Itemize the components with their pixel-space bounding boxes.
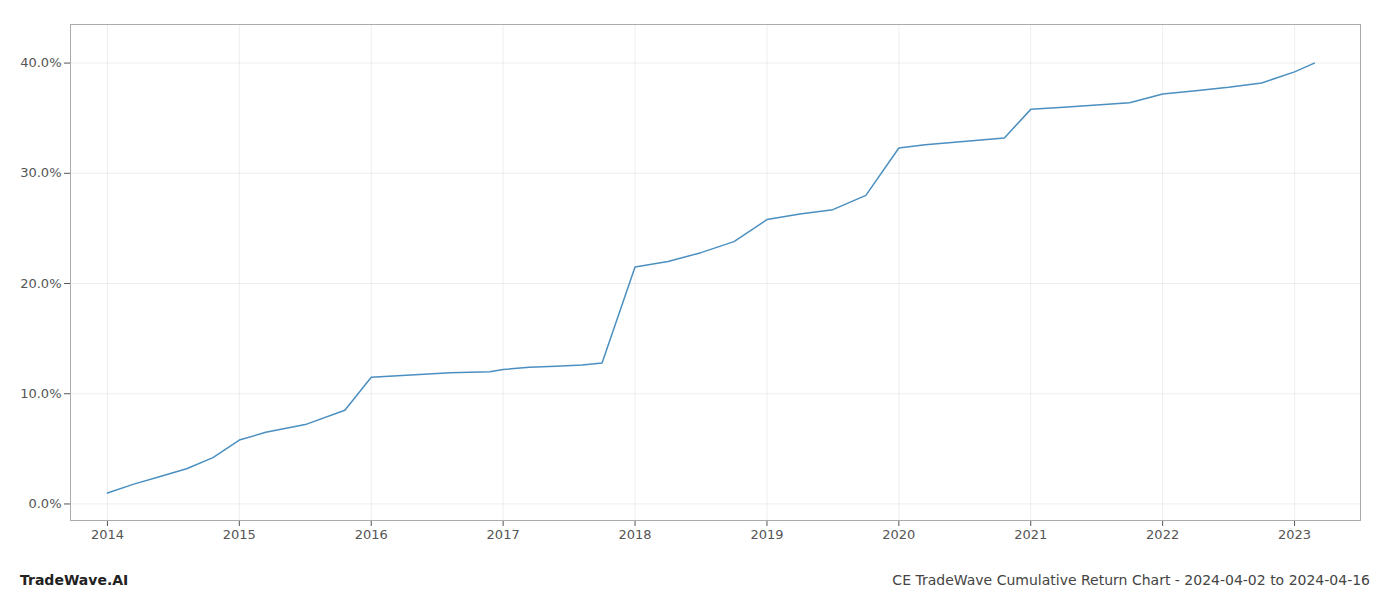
svg-text:2016: 2016 — [355, 527, 388, 542]
svg-text:40.0%: 40.0% — [20, 55, 61, 70]
svg-text:2022: 2022 — [1146, 527, 1179, 542]
html-text:CE TradeWave Cumulative Return: CE TradeWave Cumulative Return Chart - 2… — [892, 572, 1370, 588]
svg-text:20.0%: 20.0% — [20, 276, 61, 291]
svg-text:10.0%: 10.0% — [20, 386, 61, 401]
svg-text:2015: 2015 — [223, 527, 256, 542]
svg-text:2018: 2018 — [618, 527, 651, 542]
svg-text:2021: 2021 — [1014, 527, 1047, 542]
svg-text:2014: 2014 — [91, 527, 124, 542]
svg-text:2020: 2020 — [882, 527, 915, 542]
svg-text:2019: 2019 — [750, 527, 783, 542]
svg-text:30.0%: 30.0% — [20, 165, 61, 180]
svg-text:2023: 2023 — [1278, 527, 1311, 542]
svg-text:2017: 2017 — [487, 527, 520, 542]
svg-text:0.0%: 0.0% — [28, 496, 61, 511]
html-text:TradeWave.AI: TradeWave.AI — [20, 572, 129, 588]
